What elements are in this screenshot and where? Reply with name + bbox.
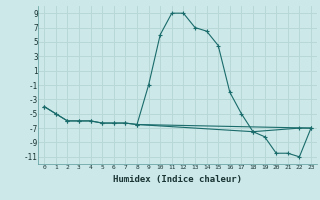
X-axis label: Humidex (Indice chaleur): Humidex (Indice chaleur) [113, 175, 242, 184]
